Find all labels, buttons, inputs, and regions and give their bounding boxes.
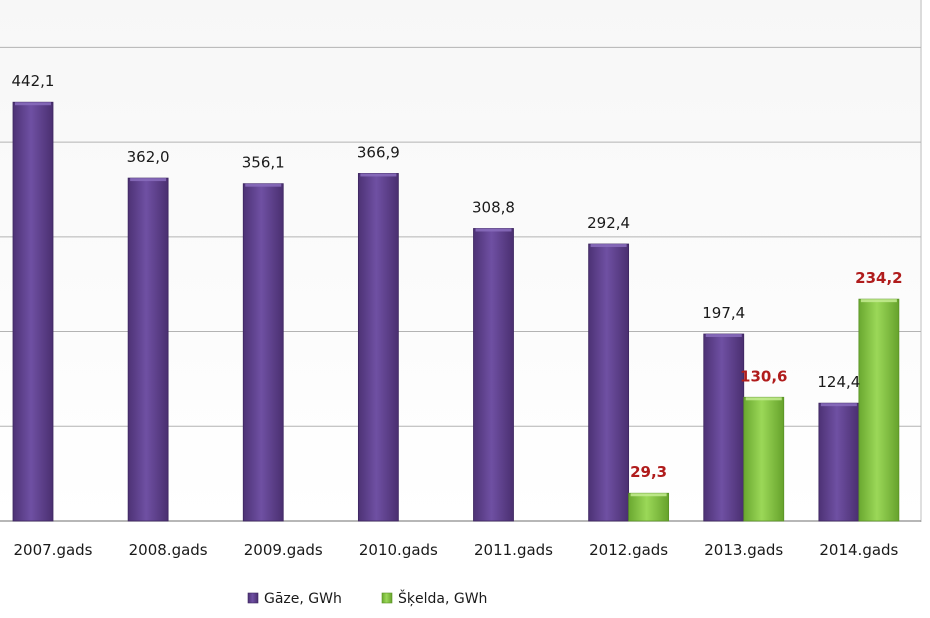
bar-gaze-2012.gads	[588, 243, 630, 522]
bar-bevel	[245, 183, 282, 187]
value-label: 356,1	[242, 154, 285, 172]
bar-gaze-2008.gads	[127, 177, 169, 522]
category-label: 2011.gads	[474, 541, 553, 559]
category-label: 2008.gads	[129, 541, 208, 559]
bar-gaze-2011.gads	[473, 228, 514, 522]
value-label: 442,1	[12, 72, 55, 90]
value-label: 29,3	[630, 463, 667, 481]
category-label: 2014.gads	[819, 541, 898, 559]
value-labels: 442,1 362,0 356,1 366,9 308,8 292,4 29,3 197,4 1…	[12, 72, 903, 481]
bar-bevel	[15, 102, 51, 106]
bar-gaze-2014.gads	[818, 402, 860, 522]
value-label: 234,2	[855, 269, 902, 287]
bar-gaze-2010.gads	[357, 173, 399, 522]
value-label: 130,6	[740, 367, 787, 385]
bar-bevel	[745, 397, 782, 401]
bar-gaze-2013.gads	[703, 333, 745, 522]
category-label: 2009.gads	[244, 541, 323, 559]
bar-bevel	[820, 403, 857, 407]
bar-skelda-2012.gads	[628, 492, 670, 522]
bar-bevel	[630, 493, 667, 497]
bar-gaze-2007.gads	[12, 101, 54, 522]
bars	[12, 101, 900, 522]
bar-skelda-2013.gads	[743, 396, 785, 522]
legend-swatch-gaze	[247, 592, 259, 604]
bar-skelda-2014.gads	[858, 298, 900, 522]
value-label: 308,8	[472, 198, 515, 216]
category-labels: 2007.gads 2008.gads 2009.gads 2010.gads 2011…	[14, 541, 899, 559]
bar-bevel	[590, 244, 627, 248]
value-label: 124,4	[817, 373, 860, 391]
category-label: 2013.gads	[704, 541, 783, 559]
bar-bevel	[130, 178, 167, 182]
legend: Gāze, GWh Šķelda, GWh	[247, 589, 487, 607]
legend-swatch-skelda	[381, 592, 393, 604]
value-label: 292,4	[587, 214, 630, 232]
category-label: 2007.gads	[14, 541, 93, 559]
value-label: 362,0	[127, 148, 170, 166]
value-label: 366,9	[357, 143, 400, 161]
bar-bevel	[475, 228, 512, 232]
bar-bevel	[860, 299, 897, 303]
category-label: 2012.gads	[589, 541, 668, 559]
bar-bevel	[360, 173, 397, 177]
category-label: 2010.gads	[359, 541, 438, 559]
bar-gaze-2009.gads	[242, 183, 284, 522]
legend-label-skelda: Šķelda, GWh	[398, 589, 487, 607]
legend-label-gaze: Gāze, GWh	[264, 591, 342, 607]
value-label: 197,4	[702, 304, 745, 322]
bar-bevel	[705, 334, 742, 338]
